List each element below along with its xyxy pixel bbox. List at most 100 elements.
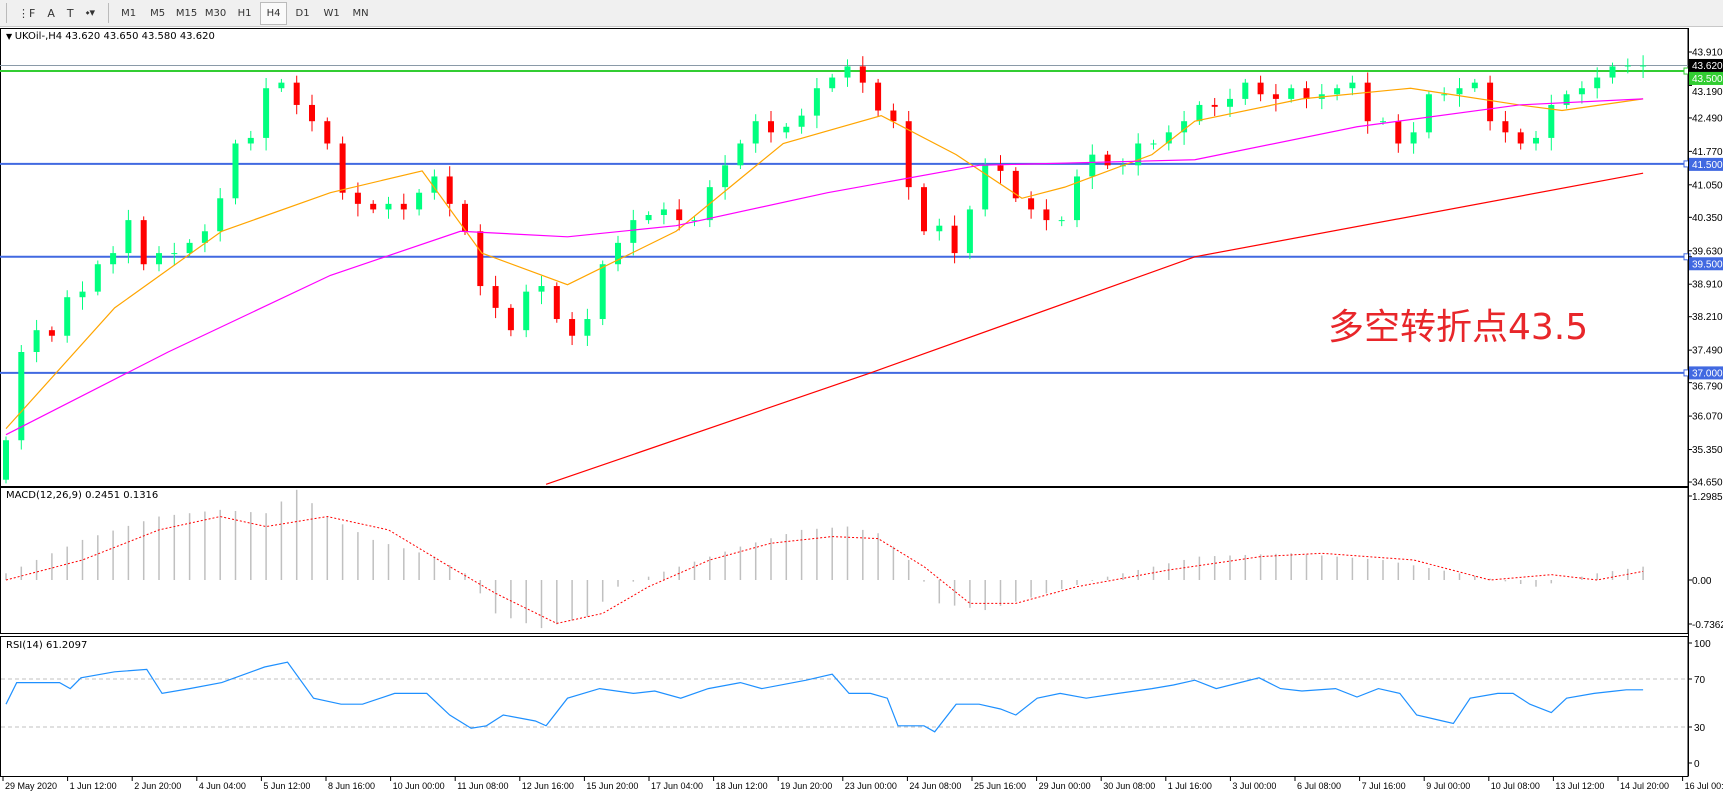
toolbar-separator [6, 3, 7, 23]
candle [798, 115, 805, 127]
rsi-axis-label: 100 [1694, 639, 1711, 650]
time-label: 25 Jun 16:00 [974, 781, 1026, 791]
text-label-icon[interactable]: T [66, 6, 74, 20]
candle [1487, 82, 1494, 122]
candle [630, 220, 637, 243]
macd-signal-line [5, 516, 1644, 624]
time-label: 23 Jun 00:00 [845, 781, 897, 791]
candle [293, 82, 300, 105]
candle [339, 143, 346, 193]
timeframe-mn[interactable]: MN [352, 7, 369, 19]
price-label: 38.910 [1692, 280, 1723, 291]
timeframe-d1[interactable]: D1 [295, 7, 310, 19]
candle [1257, 82, 1264, 95]
candle [584, 319, 591, 336]
candle [951, 225, 958, 254]
price-label: 42.490 [1692, 113, 1723, 124]
candle [1181, 121, 1188, 133]
candle [18, 352, 25, 441]
candle [1502, 121, 1509, 133]
grid-icon[interactable]: ⋮F [18, 6, 36, 20]
time-label: 6 Jul 08:00 [1297, 781, 1341, 791]
candle [1227, 98, 1233, 107]
level-label-bg [1689, 257, 1723, 271]
time-label: 14 Jul 20:00 [1620, 781, 1669, 791]
timeframe-m5[interactable]: M5 [150, 7, 166, 19]
candle [1548, 104, 1555, 138]
candle [813, 88, 820, 116]
timeframe-h1[interactable]: H1 [237, 7, 252, 19]
candle [1533, 137, 1539, 144]
price-label: 39.630 [1692, 246, 1723, 257]
candle [722, 165, 729, 188]
collapse-triangle-icon[interactable]: ▼ [6, 32, 15, 41]
candle [752, 121, 759, 144]
candle [1624, 65, 1631, 67]
time-label: 1 Jun 12:00 [70, 781, 117, 791]
rsi-title: RSI(14) 61.2097 [6, 640, 88, 651]
candle [982, 165, 989, 210]
candle [492, 286, 499, 308]
candle [278, 82, 285, 89]
level-label-bg [1689, 71, 1723, 85]
candle [829, 77, 836, 89]
timeframe-h4[interactable]: H4 [260, 1, 288, 25]
shapes-icon[interactable]: ⬩▾ [85, 6, 96, 19]
time-label: 17 Jun 04:00 [651, 781, 703, 791]
candle [660, 209, 667, 216]
timeframe-m30[interactable]: M30 [204, 7, 227, 19]
level-label: 39.500 [1692, 259, 1723, 270]
candle [844, 66, 851, 78]
price-label: 40.350 [1692, 213, 1723, 224]
candle [1196, 104, 1203, 122]
time-label: 3 Jul 00:00 [1232, 781, 1276, 791]
price-label: 36.790 [1692, 381, 1723, 392]
timeframe-m15[interactable]: M15 [175, 7, 198, 19]
price-label: 37.490 [1692, 346, 1723, 357]
time-label: 13 Jul 12:00 [1555, 781, 1604, 791]
candle [936, 225, 943, 232]
level-label: 37.000 [1692, 368, 1723, 379]
candle [1609, 66, 1616, 78]
timeframe-m1[interactable]: M1 [121, 7, 137, 19]
candle [507, 307, 514, 331]
symbol-info: ▼ UKOil-,H4 43.620 43.650 43.580 43.620 [6, 31, 215, 42]
moving-average-line [545, 172, 1644, 485]
text-icon[interactable]: A [47, 6, 55, 20]
time-label: 4 Jun 04:00 [199, 781, 246, 791]
candle [309, 104, 315, 122]
candle [1104, 154, 1111, 166]
rsi-line [5, 661, 1644, 733]
price-label: 34.650 [1692, 478, 1723, 489]
rsi-axis-label: 70 [1694, 675, 1706, 686]
rsi-pane [0, 636, 1689, 777]
candle [921, 187, 927, 232]
candle [1135, 143, 1142, 166]
candle [431, 176, 438, 193]
candle [1242, 82, 1249, 99]
candle [1272, 94, 1279, 99]
candle [1074, 176, 1080, 221]
symbol-ohlc: UKOil-,H4 43.620 43.650 43.580 43.620 [14, 31, 215, 42]
candle [1640, 65, 1647, 67]
candle [1165, 132, 1172, 144]
candle [997, 165, 1004, 171]
time-label: 29 May 2020 [5, 781, 57, 791]
candle [94, 264, 101, 292]
candle [217, 198, 224, 232]
candle [446, 176, 453, 204]
level-label-bg [1689, 157, 1723, 171]
candle [1456, 88, 1463, 95]
candle [477, 231, 484, 287]
candle [324, 121, 331, 144]
macd-title: MACD(12,26,9) 0.2451 0.1316 [6, 490, 159, 501]
candle [890, 110, 897, 122]
time-label: 29 Jun 00:00 [1039, 781, 1091, 791]
candle [859, 66, 866, 83]
timeframe-w1[interactable]: W1 [323, 7, 340, 19]
candle [645, 215, 652, 221]
candle [385, 203, 392, 210]
candle [400, 203, 407, 210]
candle [538, 286, 545, 292]
